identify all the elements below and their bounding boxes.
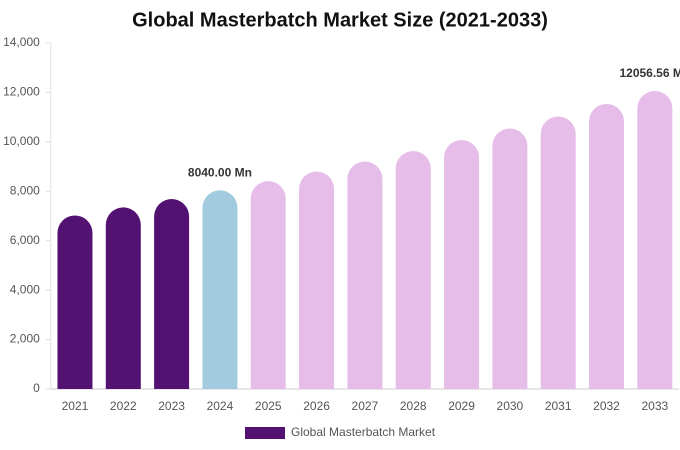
y-tick-label: 12,000 [3,85,40,99]
x-tick-label: 2026 [303,399,330,413]
bar [540,116,576,389]
x-tick-label: 2022 [110,399,137,413]
y-tick-label: 10,000 [3,134,40,148]
data-label: 12056.56 Mn [619,66,680,80]
data-label: 8040.00 Mn [188,165,252,179]
bar [637,91,673,389]
bar [444,140,480,389]
x-tick-label: 2021 [62,399,89,413]
x-tick-label: 2024 [207,399,234,413]
bar [395,151,431,389]
legend-swatch [245,427,285,439]
x-tick-label: 2029 [448,399,475,413]
bar [57,215,93,389]
y-tick-label: 6,000 [10,233,40,247]
x-tick-label: 2030 [497,399,524,413]
bar [154,199,190,389]
y-tick-label: 2,000 [10,332,40,346]
x-tick-label: 2032 [593,399,620,413]
bar [589,103,625,389]
bar [299,171,335,389]
bar [250,181,286,389]
x-tick-label: 2027 [352,399,379,413]
x-tick-label: 2033 [641,399,668,413]
x-tick-label: 2031 [545,399,572,413]
bar [202,190,238,389]
y-tick-label: 8,000 [10,183,40,197]
y-tick-label: 14,000 [3,35,40,49]
x-tick-label: 2025 [255,399,282,413]
bar [105,207,141,389]
bar [492,128,528,390]
y-tick-label: 4,000 [10,282,40,296]
y-tick-label: 0 [33,381,40,395]
chart-title: Global Masterbatch Market Size (2021-203… [132,9,548,31]
bar [347,161,383,389]
x-tick-label: 2023 [158,399,185,413]
x-tick-label: 2028 [400,399,427,413]
legend-label: Global Masterbatch Market [291,425,436,439]
